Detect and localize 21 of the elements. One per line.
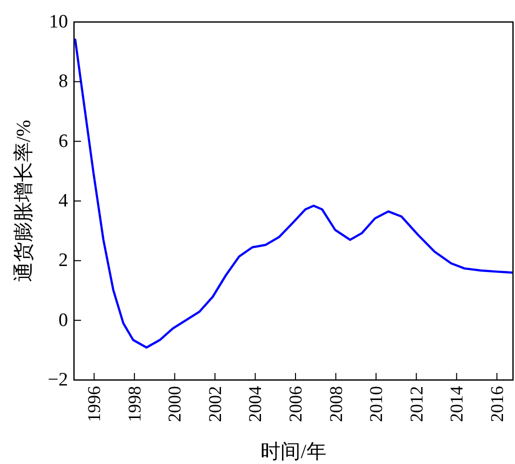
y-tick-label: 8 [58, 71, 68, 92]
y-tick-label: 6 [58, 130, 68, 152]
x-tick-label: 2006 [286, 386, 306, 422]
y-tick-label: 2 [58, 250, 68, 272]
x-tick-label: 2008 [326, 386, 346, 422]
x-tick-label: 1996 [84, 386, 104, 422]
x-tick-label: 2012 [406, 386, 426, 422]
x-tick-label: 2010 [366, 386, 386, 422]
x-tick-label: 2002 [204, 386, 225, 422]
x-tick-label: 1998 [124, 386, 144, 422]
x-tick-label: 2014 [446, 386, 467, 422]
y-tick-label: 10 [49, 12, 68, 32]
x-axis-title: 时间/年 [260, 441, 326, 463]
y-tick-label: −2 [48, 370, 68, 390]
x-tick-label: 2016 [486, 386, 507, 422]
x-tick-label: 2004 [245, 386, 266, 422]
line-series [74, 38, 514, 349]
y-axis-title: 通货膨胀增长率/% [13, 120, 35, 282]
y-tick-label: 0 [58, 310, 68, 331]
x-tick-label: 2000 [164, 386, 185, 422]
y-tick-label: 4 [58, 190, 68, 212]
